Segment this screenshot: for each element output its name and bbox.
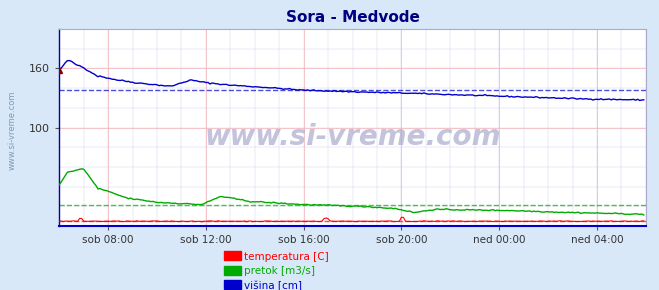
Text: www.si-vreme.com: www.si-vreme.com <box>8 91 17 170</box>
Text: www.si-vreme.com: www.si-vreme.com <box>204 124 501 151</box>
Title: Sora - Medvode: Sora - Medvode <box>285 10 420 25</box>
Text: višina [cm]: višina [cm] <box>244 280 302 290</box>
Text: pretok [m3/s]: pretok [m3/s] <box>244 266 315 276</box>
Text: temperatura [C]: temperatura [C] <box>244 252 329 262</box>
